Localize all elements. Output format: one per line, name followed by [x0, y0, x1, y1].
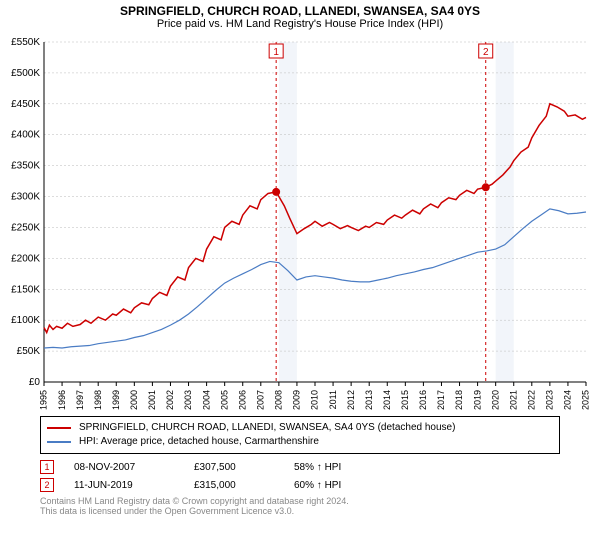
chart: £0 £50K £100K £150K £200K £250K £300K £350K £400…	[0, 32, 600, 412]
svg-text:2020: 2020	[490, 390, 500, 410]
footer-line: This data is licensed under the Open Gov…	[40, 506, 560, 516]
svg-text:£400K: £400K	[11, 130, 40, 141]
svg-text:2: 2	[483, 47, 489, 58]
svg-text:1: 1	[273, 47, 279, 58]
marker-date: 08-NOV-2007	[74, 462, 174, 473]
legend-row: HPI: Average price, detached house, Carm…	[47, 435, 553, 449]
svg-text:2004: 2004	[201, 390, 211, 410]
svg-text:2003: 2003	[183, 390, 193, 410]
svg-text:1997: 1997	[75, 390, 85, 410]
svg-text:2023: 2023	[545, 390, 555, 410]
svg-text:1995: 1995	[39, 390, 49, 410]
svg-text:£100K: £100K	[11, 315, 40, 326]
svg-text:2010: 2010	[310, 390, 320, 410]
svg-text:£250K: £250K	[11, 222, 40, 233]
marker-price: £315,000	[194, 480, 274, 491]
svg-text:2017: 2017	[436, 390, 446, 410]
svg-text:2025: 2025	[581, 390, 591, 410]
svg-text:2013: 2013	[364, 390, 374, 410]
footer-line: Contains HM Land Registry data © Crown c…	[40, 496, 560, 506]
marker-badge: 1	[40, 460, 54, 474]
marker-date: 11-JUN-2019	[74, 480, 174, 491]
marker-pct: 60% ↑ HPI	[294, 480, 374, 491]
svg-text:2001: 2001	[147, 390, 157, 410]
svg-text:£50K: £50K	[17, 346, 41, 357]
svg-text:2002: 2002	[165, 390, 175, 410]
footer: Contains HM Land Registry data © Crown c…	[40, 496, 560, 516]
svg-text:£200K: £200K	[11, 253, 40, 264]
svg-text:£0: £0	[29, 377, 41, 388]
svg-text:£350K: £350K	[11, 161, 40, 172]
svg-text:1996: 1996	[57, 390, 67, 410]
marker-pct: 58% ↑ HPI	[294, 462, 374, 473]
legend-label: HPI: Average price, detached house, Carm…	[79, 435, 319, 449]
legend-row: SPRINGFIELD, CHURCH ROAD, LLANEDI, SWANS…	[47, 421, 553, 435]
svg-text:2005: 2005	[219, 390, 229, 410]
svg-text:£450K: £450K	[11, 99, 40, 110]
svg-text:2000: 2000	[129, 390, 139, 410]
svg-text:£150K: £150K	[11, 284, 40, 295]
legend-label: SPRINGFIELD, CHURCH ROAD, LLANEDI, SWANS…	[79, 421, 455, 435]
svg-text:1998: 1998	[93, 390, 103, 410]
marker-price: £307,500	[194, 462, 274, 473]
marker-badge: 2	[40, 478, 54, 492]
svg-text:£550K: £550K	[11, 37, 40, 48]
svg-text:2022: 2022	[527, 390, 537, 410]
svg-text:2008: 2008	[274, 390, 284, 410]
legend: SPRINGFIELD, CHURCH ROAD, LLANEDI, SWANS…	[40, 416, 560, 454]
svg-text:2018: 2018	[454, 390, 464, 410]
marker-table: 1 08-NOV-2007 £307,500 58% ↑ HPI 2 11-JU…	[40, 460, 560, 492]
svg-text:2019: 2019	[472, 390, 482, 410]
svg-text:£500K: £500K	[11, 68, 40, 79]
svg-text:2016: 2016	[418, 390, 428, 410]
svg-text:£300K: £300K	[11, 192, 40, 203]
svg-text:2007: 2007	[256, 390, 266, 410]
page-title: SPRINGFIELD, CHURCH ROAD, LLANEDI, SWANS…	[0, 0, 600, 18]
svg-text:2011: 2011	[328, 390, 338, 409]
page-subtitle: Price paid vs. HM Land Registry's House …	[0, 18, 600, 32]
svg-text:2006: 2006	[237, 390, 247, 410]
svg-text:2009: 2009	[292, 390, 302, 410]
marker-row: 2 11-JUN-2019 £315,000 60% ↑ HPI	[40, 478, 560, 492]
svg-text:1999: 1999	[111, 390, 121, 410]
svg-text:2021: 2021	[508, 390, 518, 410]
marker-row: 1 08-NOV-2007 £307,500 58% ↑ HPI	[40, 460, 560, 474]
svg-text:2015: 2015	[400, 390, 410, 410]
svg-text:2014: 2014	[382, 390, 392, 410]
svg-text:2012: 2012	[346, 390, 356, 410]
svg-text:2024: 2024	[563, 390, 573, 410]
chart-svg: £0 £50K £100K £150K £200K £250K £300K £350K £400…	[0, 32, 600, 412]
legend-swatch	[47, 441, 71, 443]
legend-swatch	[47, 427, 71, 429]
